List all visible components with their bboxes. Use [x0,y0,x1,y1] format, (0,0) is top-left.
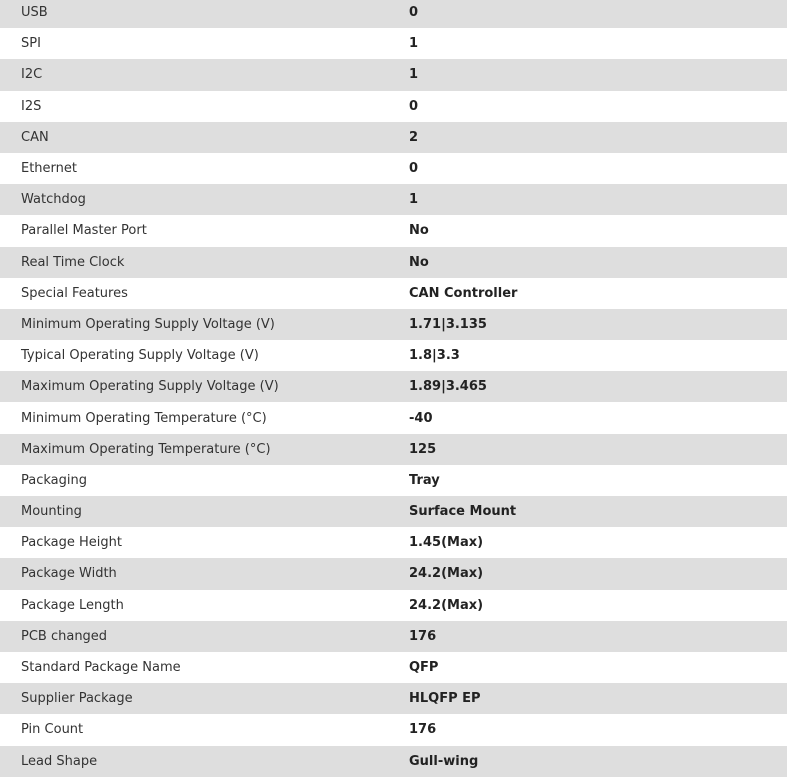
spec-label: USB [21,5,48,21]
spec-value: 1.8|3.3 [409,348,460,364]
spec-label: Real Time Clock [21,254,125,270]
table-row: Mounting Surface Mount [0,496,787,528]
spec-value: No [409,223,429,239]
spec-value: No [409,254,429,270]
spec-value: 0 [409,161,419,177]
spec-label: Packaging [21,472,87,488]
table-row: Parallel Master Port No [0,215,787,247]
table-row: CAN 2 [0,121,787,153]
spec-label: Lead Shape [21,753,98,769]
spec-label: Mounting [21,504,82,520]
spec-value: CAN Controller [409,285,518,301]
spec-label: SPI [21,36,41,52]
table-row: I2S 0 [0,90,787,122]
spec-label: Minimum Operating Temperature (°C) [21,410,267,426]
spec-value: 1 [409,36,419,52]
table-row: Watchdog 1 [0,184,787,216]
table-row: Special Features CAN Controller [0,277,787,309]
spec-label: Supplier Package [21,691,133,707]
spec-value: Tray [409,472,440,488]
spec-label: Special Features [21,285,128,301]
table-row: Package Width 24.2(Max) [0,558,787,590]
spec-value: 1.71|3.135 [409,316,487,332]
table-row: Pin Count 176 [0,714,787,746]
spec-value: Surface Mount [409,504,517,520]
spec-label: Package Length [21,597,124,613]
table-row: Real Time Clock No [0,246,787,278]
table-row: Typical Operating Supply Voltage (V) 1.8|… [0,340,787,372]
spec-value: 1 [409,67,419,83]
spec-value: 1.89|3.465 [409,379,487,395]
spec-value: QFP [409,660,439,676]
spec-label: Ethernet [21,161,77,177]
spec-value: 24.2(Max) [409,597,484,613]
spec-value: Gull-wing [409,753,479,769]
table-row: Ethernet 0 [0,152,787,185]
table-row: Minimum Operating Temperature (°C) -40 [0,402,787,434]
table-row: Minimum Operating Supply Voltage (V) 1.71… [0,308,787,341]
table-row: Maximum Operating Supply Voltage (V) 1.89… [0,371,787,403]
spec-value: 1 [409,192,419,208]
spec-label: I2S [21,98,42,114]
table-row: Lead Shape Gull-wing [0,745,787,777]
spec-value: 2 [409,129,419,145]
spec-label: Standard Package Name [21,660,181,676]
table-row: Standard Package Name QFP [0,651,787,684]
spec-label: Maximum Operating Supply Voltage (V) [21,379,279,395]
spec-label: I2C [21,67,43,83]
spec-value: 176 [409,628,437,644]
table-row: Package Length 24.2(Max) [0,589,787,621]
spec-label: Parallel Master Port [21,223,147,239]
table-row: Packaging Tray [0,464,787,496]
spec-label: Pin Count [21,722,84,738]
spec-label: Watchdog [21,192,86,208]
spec-value: -40 [409,410,433,426]
spec-label: PCB changed [21,628,108,644]
table-row: Maximum Operating Temperature (°C) 125 [0,433,787,465]
spec-value: 176 [409,722,437,738]
spec-label: CAN [21,129,49,145]
spec-label: Typical Operating Supply Voltage (V) [21,348,259,364]
table-row: I2C 1 [0,59,787,91]
spec-label: Maximum Operating Temperature (°C) [21,441,271,457]
table-row: PCB changed 176 [0,620,787,652]
spec-value: 1.45(Max) [409,535,484,551]
spec-label: Package Width [21,566,117,582]
spec-value: 0 [409,98,419,114]
table-row: Supplier Package HLQFP EP [0,683,787,715]
spec-value: 125 [409,441,437,457]
spec-label: Package Height [21,535,122,551]
spec-label: Minimum Operating Supply Voltage (V) [21,316,275,332]
spec-value: HLQFP EP [409,691,481,707]
table-row: SPI 1 [0,28,787,60]
spec-value: 0 [409,5,419,21]
table-row: USB 0 [0,0,787,29]
table-row: Package Height 1.45(Max) [0,527,787,559]
spec-value: 24.2(Max) [409,566,484,582]
